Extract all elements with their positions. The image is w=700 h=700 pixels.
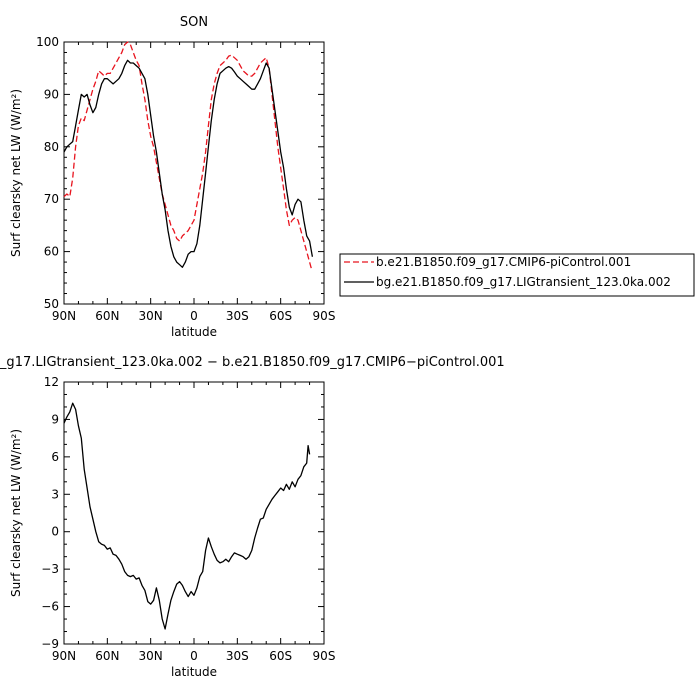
y-tick-label: 0 — [51, 525, 59, 539]
y-tick-label: −9 — [41, 637, 59, 651]
x-tick-label: 60S — [269, 309, 292, 323]
series-line-1 — [63, 59, 314, 268]
y-axis-label: Surf clearsky net LW (W/m²) — [9, 89, 23, 257]
x-tick-label: 30S — [226, 649, 249, 663]
chart-title: SON — [180, 15, 208, 30]
y-tick-label: 3 — [51, 487, 59, 501]
x-tick-label: 0 — [190, 309, 198, 323]
y-tick-label: 100 — [36, 35, 59, 49]
chart-title: bg.e21.B1850.f09_g17.LIGtransient_123.0k… — [0, 355, 505, 370]
x-tick-label: 90S — [313, 309, 336, 323]
y-tick-label: 6 — [51, 450, 59, 464]
y-tick-label: 50 — [44, 297, 59, 311]
x-tick-label: 90N — [52, 649, 76, 663]
x-tick-label: 90S — [313, 649, 336, 663]
x-tick-label: 30S — [226, 309, 249, 323]
x-tick-label: 30N — [139, 649, 163, 663]
y-tick-label: 70 — [44, 192, 59, 206]
y-tick-label: 9 — [51, 412, 59, 426]
x-tick-label: 0 — [190, 649, 198, 663]
y-tick-label: 60 — [44, 245, 59, 259]
y-tick-label: 12 — [44, 375, 59, 389]
x-tick-label: 90N — [52, 309, 76, 323]
series-line-0 — [63, 41, 313, 271]
legend-box — [339, 253, 695, 297]
y-tick-label: −6 — [41, 600, 59, 614]
x-axis-label: latitude — [171, 325, 217, 339]
y-tick-label: −3 — [41, 562, 59, 576]
x-tick-label: 60N — [95, 649, 119, 663]
y-axis-label: Surf clearsky net LW (W/m²) — [9, 429, 23, 597]
legend-label-0: b.e21.B1850.f09_g17.CMIP6-piControl.001 — [376, 255, 631, 269]
series-line-0 — [63, 402, 311, 630]
x-tick-label: 60S — [269, 649, 292, 663]
plot-frame — [63, 381, 325, 645]
x-tick-label: 30N — [139, 309, 163, 323]
y-tick-label: 80 — [44, 140, 59, 154]
y-tick-label: 90 — [44, 87, 59, 101]
x-tick-label: 60N — [95, 309, 119, 323]
legend-label-1: bg.e21.B1850.f09_g17.LIGtransient_123.0k… — [376, 275, 671, 289]
x-axis-label: latitude — [171, 665, 217, 679]
